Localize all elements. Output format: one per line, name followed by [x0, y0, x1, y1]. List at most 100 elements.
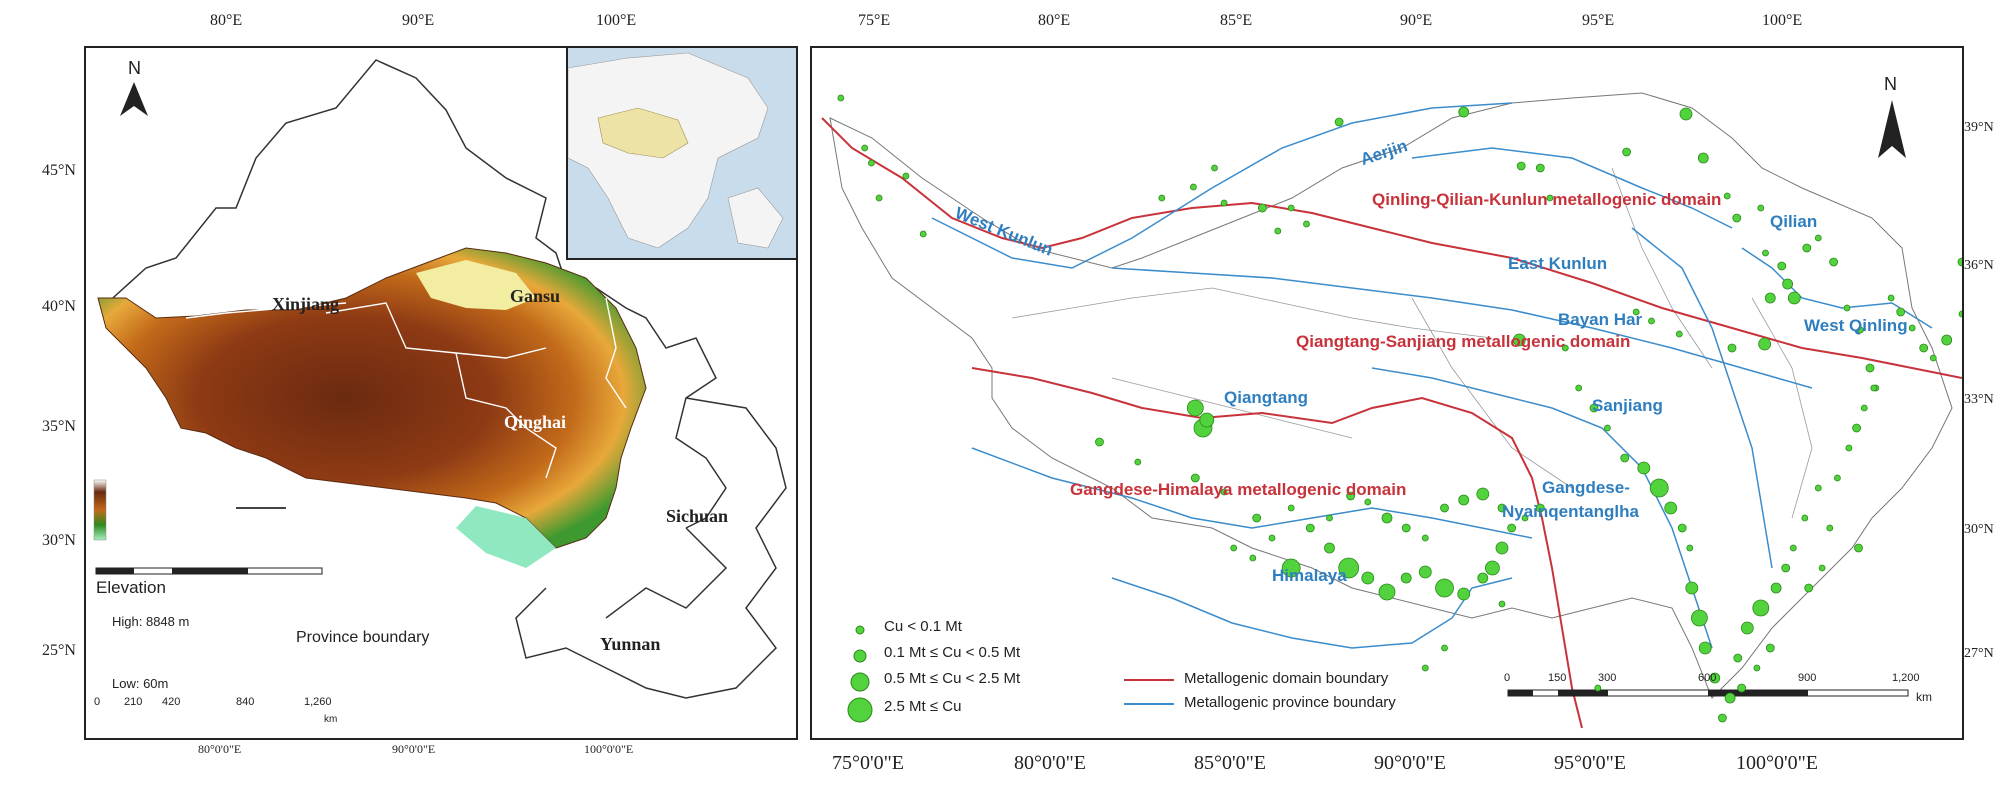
plateau-elevation	[97, 247, 647, 549]
rtop-100: 100°E	[1762, 12, 1803, 29]
label-himalaya: Himalaya	[1272, 566, 1347, 585]
deposit-point	[1740, 621, 1754, 635]
deposit-point	[1220, 488, 1228, 496]
legend-circle-medium	[853, 649, 867, 663]
label-xinjiang: Xinjiang	[272, 294, 340, 314]
deposit-point	[1697, 152, 1709, 164]
deposit-point	[1324, 542, 1335, 554]
deposit-point	[1158, 194, 1166, 202]
left-map-svg: N	[93, 58, 787, 699]
label-qilian: Qilian	[1770, 212, 1818, 231]
deposit-point	[1287, 204, 1295, 212]
deposit-point	[837, 94, 845, 102]
label-domain-gangdese: Gangdese-Himalaya metallogenic domain	[1070, 480, 1407, 499]
rscale-150: 150	[1548, 672, 1567, 684]
label-sichuan: Sichuan	[666, 506, 729, 526]
deposit-point	[1458, 494, 1470, 506]
left-scale-bar	[95, 567, 323, 575]
deposit-point	[1561, 344, 1569, 352]
deposit-point	[1421, 664, 1429, 672]
deposit-point	[1814, 484, 1822, 492]
rbot-75: 75°0'0"E	[832, 752, 904, 774]
deposit-point	[1698, 641, 1712, 655]
deposit-point	[1737, 683, 1746, 693]
deposit-point	[1364, 498, 1372, 506]
deposit-point	[1777, 261, 1787, 271]
province-boundary-sanjiang	[1371, 367, 1713, 649]
deposit-point	[1762, 249, 1769, 257]
rright-30: 30°N	[1964, 522, 1994, 537]
left-bottom-tick-100: 100°0'0"E	[584, 742, 634, 756]
deposit-point	[1675, 330, 1683, 338]
deposit-point	[1458, 106, 1470, 118]
deposit-point	[1870, 384, 1878, 392]
province-boundary-qilian	[1411, 147, 1733, 229]
right-north-arrow-icon	[1878, 100, 1906, 158]
label-west-qinling: West Qinling	[1804, 316, 1908, 335]
deposit-point	[1326, 514, 1333, 522]
deposit-point	[1305, 523, 1315, 533]
rscale-unit: km	[1916, 690, 1932, 704]
sichuan-yunnan-boundary	[515, 397, 787, 699]
deposit-point	[1281, 558, 1301, 578]
deposit-point	[1764, 292, 1776, 304]
legend-elevation-low: Low: 60m	[112, 676, 169, 691]
province-boundary-east	[1631, 227, 1773, 569]
label-east-kunlun: East Kunlun	[1508, 254, 1608, 273]
deposit-point	[1512, 333, 1526, 347]
deposit-point	[1477, 572, 1489, 584]
deposit-point	[1852, 423, 1861, 433]
label-gansu: Gansu	[510, 286, 561, 306]
deposit-point	[1378, 583, 1396, 601]
internal-province-lines	[185, 297, 627, 479]
left-tick-35n: 35°N	[42, 418, 76, 435]
deposit-point	[1516, 161, 1526, 171]
domain-boundary-north	[821, 117, 1962, 379]
legend-circle-small	[855, 625, 865, 635]
deposit-point	[1752, 599, 1770, 617]
deposit-point	[1908, 324, 1916, 332]
left-bottom-tick-80: 80°0'0"E	[198, 742, 242, 756]
deposit-point	[1338, 557, 1360, 579]
deposit-point	[1957, 257, 1962, 267]
top-tick-100e: 100°E	[596, 12, 637, 29]
deposit-point	[1252, 513, 1262, 523]
label-bayan-har: Bayan Har	[1558, 310, 1643, 329]
deposit-point	[861, 144, 869, 152]
deposit-point	[1758, 337, 1771, 351]
deposit-point	[1718, 713, 1727, 723]
elevation-legend-bar	[93, 479, 107, 541]
deposit-point	[1346, 491, 1355, 501]
gansu-boundary	[555, 282, 727, 529]
left-scale-420: 420	[162, 696, 181, 708]
deposit-point	[1709, 672, 1721, 684]
rbot-90: 90°0'0"E	[1374, 752, 1446, 774]
deposit-point	[1220, 199, 1228, 207]
deposit-point	[1303, 220, 1310, 228]
deposit-point	[1958, 310, 1962, 318]
deposit-point	[1507, 523, 1516, 533]
deposit-point	[1589, 403, 1599, 413]
deposit-point	[1134, 458, 1142, 466]
deposit-point	[1249, 554, 1257, 562]
deposit-point	[1782, 278, 1793, 290]
left-scale-1260: 1,260	[304, 696, 332, 708]
deposit-point	[1929, 354, 1937, 362]
label-domain-qinling: Qinling-Qilian-Kunlun metallogenic domai…	[1372, 190, 1722, 209]
deposit-point	[1257, 203, 1267, 213]
deposit-point	[1230, 544, 1238, 552]
deposit-point	[1274, 227, 1282, 235]
deposit-point	[1781, 563, 1791, 573]
deposit-point	[1845, 444, 1853, 452]
deposit-point	[919, 230, 927, 238]
rbot-80: 80°0'0"E	[1014, 752, 1086, 774]
province-boundary-kunlun	[1111, 267, 1813, 389]
right-scale-bar	[1507, 689, 1909, 697]
north-arrow-label: N	[128, 58, 141, 78]
label-gangdese: Gangdese-	[1542, 478, 1630, 497]
lowland-south	[456, 506, 556, 568]
deposit-point	[1485, 560, 1500, 576]
province-boundary-qinling	[1741, 247, 1933, 329]
deposit-point	[1211, 164, 1218, 172]
deposit-point	[1814, 234, 1822, 242]
